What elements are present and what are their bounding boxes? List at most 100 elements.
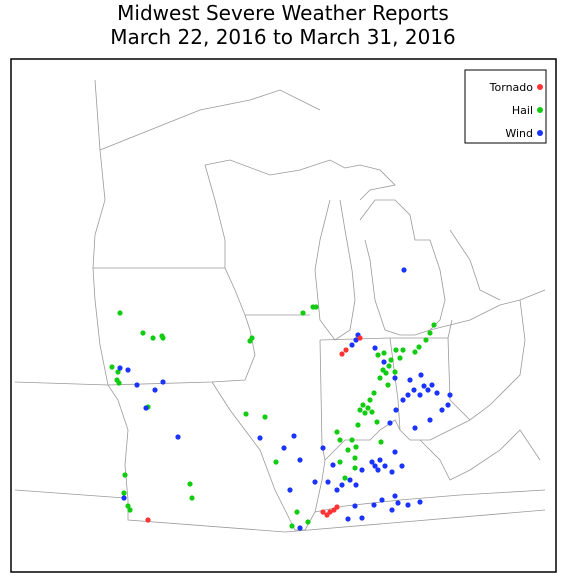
report-dot bbox=[349, 342, 355, 348]
report-dot bbox=[349, 437, 355, 443]
report-dot bbox=[417, 499, 423, 505]
report-dot bbox=[393, 407, 399, 413]
report-dot bbox=[175, 434, 181, 440]
legend-box bbox=[464, 69, 547, 144]
report-dot bbox=[345, 447, 351, 453]
report-dot bbox=[273, 459, 279, 465]
report-dot bbox=[352, 503, 358, 509]
report-dot bbox=[371, 390, 377, 396]
report-dot bbox=[331, 507, 337, 513]
report-dot bbox=[374, 419, 380, 425]
report-dot bbox=[383, 370, 389, 376]
report-dot bbox=[387, 420, 393, 426]
report-dot bbox=[262, 414, 268, 420]
report-dot bbox=[445, 402, 451, 408]
report-dot bbox=[379, 497, 385, 503]
report-dot bbox=[291, 433, 297, 439]
report-dot bbox=[405, 392, 411, 398]
report-dot bbox=[116, 380, 122, 386]
report-dot bbox=[360, 402, 366, 408]
report-dot bbox=[127, 507, 133, 513]
report-dot bbox=[400, 397, 406, 403]
report-dot bbox=[352, 455, 358, 461]
report-dot bbox=[320, 509, 326, 515]
report-dot bbox=[357, 407, 363, 413]
report-dot bbox=[152, 387, 158, 393]
report-dot bbox=[412, 349, 418, 355]
report-dot bbox=[425, 387, 431, 393]
report-dot bbox=[439, 407, 445, 413]
report-dot bbox=[187, 481, 193, 487]
report-dot bbox=[334, 487, 340, 493]
report-dot bbox=[357, 335, 363, 341]
report-dot bbox=[405, 502, 411, 508]
report-dot bbox=[407, 377, 413, 383]
report-dot bbox=[381, 359, 387, 365]
report-dot bbox=[312, 479, 318, 485]
report-dot bbox=[375, 467, 381, 473]
report-dot bbox=[389, 469, 395, 475]
report-dot bbox=[395, 500, 401, 506]
report-dot bbox=[392, 493, 398, 499]
report-dot bbox=[353, 337, 359, 343]
report-dot bbox=[320, 445, 326, 451]
report-dot bbox=[434, 390, 440, 396]
report-dot bbox=[143, 405, 149, 411]
report-dot bbox=[397, 355, 403, 361]
report-dot bbox=[362, 410, 368, 416]
report-dot bbox=[417, 392, 423, 398]
report-dot bbox=[289, 523, 295, 529]
report-dot bbox=[121, 495, 127, 501]
report-dot bbox=[134, 382, 140, 388]
report-dot bbox=[145, 517, 151, 523]
report-dot bbox=[160, 335, 166, 341]
report-dot bbox=[399, 463, 405, 469]
report-dot bbox=[431, 322, 437, 328]
report-dot bbox=[385, 382, 391, 388]
report-dot bbox=[140, 330, 146, 336]
report-dot bbox=[287, 487, 293, 493]
report-dot bbox=[381, 350, 387, 356]
report-dot bbox=[418, 372, 424, 378]
report-dot bbox=[389, 507, 395, 513]
report-dot bbox=[327, 509, 333, 515]
report-dot bbox=[125, 503, 131, 509]
report-dot bbox=[117, 310, 123, 316]
legend-label: Hail bbox=[512, 104, 533, 117]
report-dot bbox=[117, 365, 123, 371]
report-dot bbox=[337, 459, 343, 465]
report-dot bbox=[325, 479, 331, 485]
report-dot bbox=[189, 495, 195, 501]
report-dot bbox=[115, 369, 121, 375]
report-dot bbox=[243, 411, 249, 417]
report-dot bbox=[392, 375, 398, 381]
report-dot bbox=[429, 382, 435, 388]
report-dot bbox=[160, 379, 166, 385]
subtitle: March 22, 2016 to March 31, 2016 bbox=[110, 25, 456, 49]
report-dot bbox=[427, 417, 433, 423]
report-dot bbox=[343, 347, 349, 353]
legend-dot bbox=[537, 84, 543, 90]
legend-label: Tornado bbox=[489, 81, 534, 94]
legend-dot bbox=[537, 107, 543, 113]
report-dot bbox=[377, 375, 383, 381]
report-dot bbox=[401, 267, 407, 273]
report-dot bbox=[257, 435, 263, 441]
report-dot bbox=[353, 444, 359, 450]
report-dot bbox=[372, 463, 378, 469]
legend: Tornado Hail Wind bbox=[464, 69, 547, 144]
report-dot bbox=[367, 397, 373, 403]
report-dot bbox=[337, 437, 343, 443]
report-dot bbox=[294, 509, 300, 515]
report-dot bbox=[378, 439, 384, 445]
report-dot bbox=[281, 445, 287, 451]
report-dot bbox=[375, 352, 381, 358]
report-dot bbox=[121, 490, 127, 496]
report-dot bbox=[313, 304, 319, 310]
report-dot bbox=[416, 344, 422, 350]
report-dot bbox=[352, 465, 358, 471]
report-dot bbox=[371, 502, 377, 508]
report-dot bbox=[305, 519, 311, 525]
report-dot bbox=[355, 422, 361, 428]
